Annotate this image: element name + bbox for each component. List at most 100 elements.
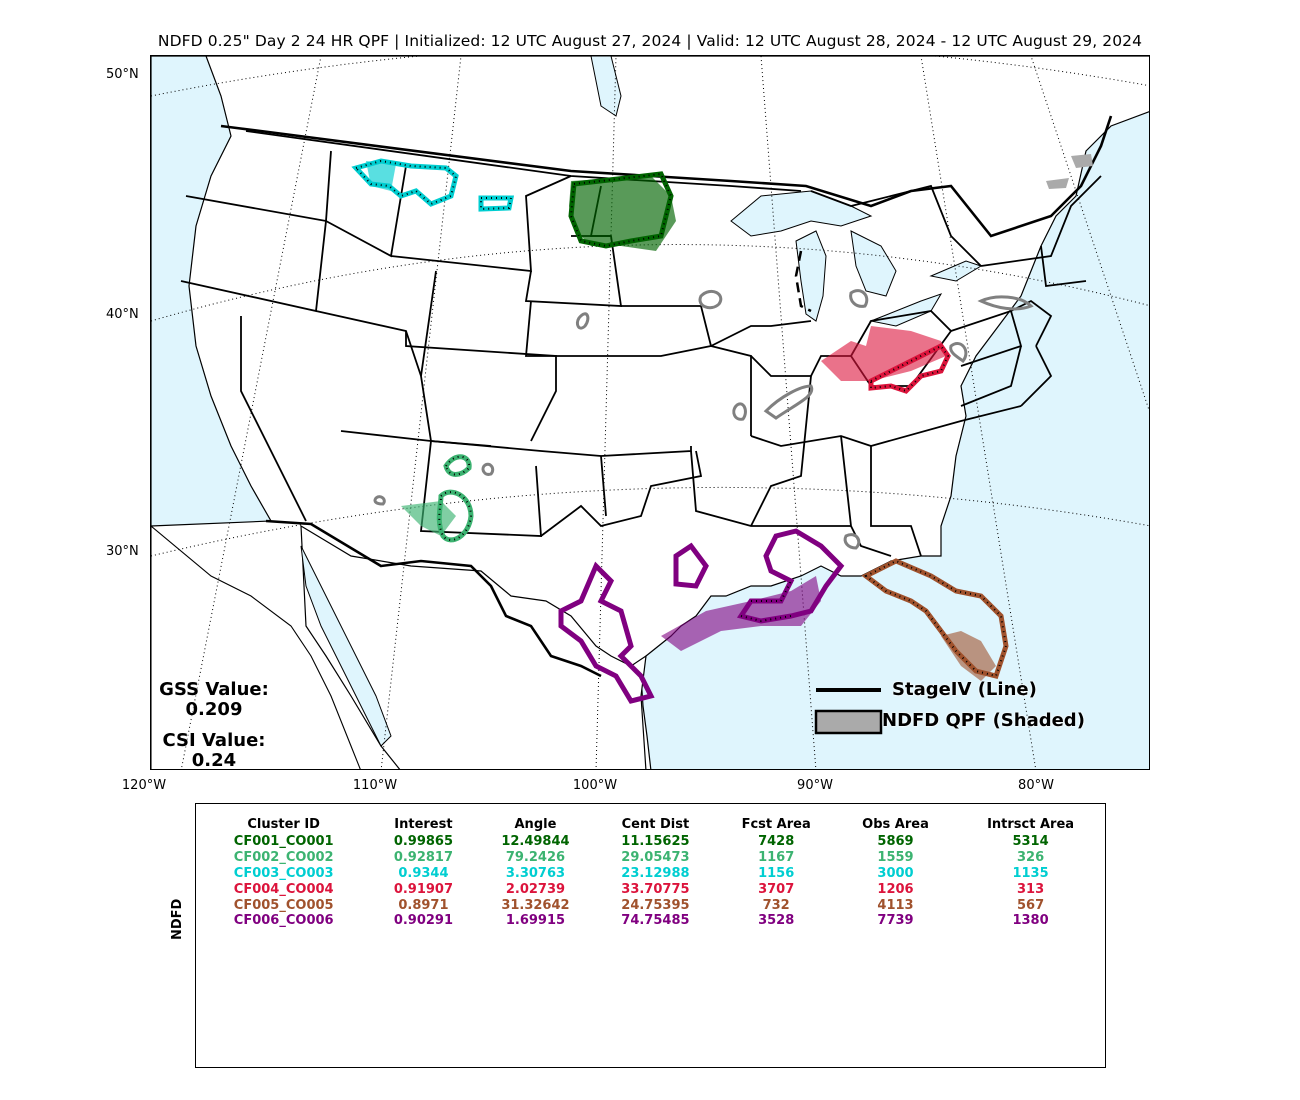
- unmatched-fcst-shade-2: [1046, 178, 1069, 189]
- table-cell: 1135: [1012, 865, 1049, 881]
- lake-superior: [730, 190, 873, 237]
- cf001-obs-dots: [569, 172, 673, 248]
- table-cell: 79.2426: [505, 850, 566, 866]
- stats-body: CF001_CO001 0.99865 12.49844 11.15625 7428 58…: [196, 834, 1107, 929]
- stats-table: Cluster ID Interest Angle Cent Dist Fcst…: [196, 814, 1107, 929]
- lon-label-120: 120°W: [121, 778, 167, 793]
- unmatched-fcst-shade: [1071, 154, 1093, 168]
- table-row: CF003_CO003 0.9344 3.30763 23.12988 1156 3000…: [196, 866, 1107, 882]
- map-canvas: [151, 56, 1149, 769]
- table-cell: 5869: [877, 834, 914, 850]
- table-cell: CF005_CO005: [233, 897, 334, 913]
- table-cell: 5314: [1012, 834, 1049, 850]
- cf001-fcst-shade: [569, 176, 676, 251]
- table-cell: 7428: [758, 834, 795, 850]
- table-row: CF006_CO006 0.90291 1.69915 74.75485 3528 773…: [196, 913, 1107, 929]
- cf004-obs-contour: [868, 342, 951, 394]
- header-intrsct-area: Intrsct Area: [987, 816, 1075, 832]
- lat-label-40: 40°N: [106, 307, 139, 322]
- table-cell: CF001_CO001: [233, 834, 334, 850]
- pacific-ocean: [151, 56, 273, 527]
- table-cell: 1156: [758, 865, 795, 881]
- table-cell: 732: [762, 897, 790, 913]
- table-cell: CF002_CO002: [233, 850, 334, 866]
- chart-title: NDFD 0.25" Day 2 24 HR QPF | Initialized…: [157, 32, 1143, 50]
- table-cell: 313: [1016, 881, 1045, 897]
- table-row: CF005_CO005 0.8971 31.32642 24.75395 732 4113…: [196, 897, 1107, 913]
- table-cell: 1206: [877, 881, 914, 897]
- unmatched-obs-contours: [373, 289, 1034, 550]
- table-row: CF001_CO001 0.99865 12.49844 11.15625 7428 58…: [196, 834, 1107, 850]
- table-row: CF004_CO004 0.91907 2.02739 33.70775 3707 120…: [196, 881, 1107, 897]
- table-cell: 3000: [877, 865, 914, 881]
- table-cell: 0.90291: [393, 913, 454, 929]
- stats-table-panel: Cluster ID Interest Angle Cent Dist Fcst…: [195, 803, 1106, 1068]
- cf005-fcst-shade: [941, 631, 996, 681]
- header-fcst-area: Fcst Area: [741, 816, 811, 832]
- table-cell: 326: [1016, 850, 1045, 866]
- graticule: [151, 56, 1149, 769]
- cf005-obs-contour: [861, 558, 1009, 679]
- lake-huron: [850, 230, 897, 297]
- cf006-obs-dots: [740, 580, 792, 623]
- cf003-obs-dots: [354, 159, 513, 211]
- legend-shade-swatch: [814, 709, 883, 735]
- gss-label: GSS Value:: [159, 679, 269, 700]
- table-cell: 1.69915: [505, 913, 566, 929]
- header-interest: Interest: [394, 816, 453, 832]
- table-cell: 1167: [758, 850, 795, 866]
- table-cell: 0.99865: [393, 834, 454, 850]
- table-cell: 1380: [1012, 913, 1049, 929]
- baja-california: [151, 525, 361, 769]
- table-cell: 2.02739: [505, 881, 566, 897]
- cf004-fcst-shade: [821, 326, 946, 381]
- table-cell: 4113: [877, 897, 914, 913]
- lon-label-100: 100°W: [572, 778, 618, 793]
- table-cell: 3528: [758, 913, 795, 929]
- cf002-obs-dots: [438, 455, 473, 541]
- us-mexico-border: [265, 519, 602, 678]
- table-cell: 31.32642: [501, 897, 570, 913]
- lat-label-30: 30°N: [106, 544, 139, 559]
- stats-header-row: Cluster ID Interest Angle Cent Dist Fcst…: [196, 814, 1107, 834]
- header-obs-area: Obs Area: [862, 816, 929, 832]
- us-canada-border: [220, 115, 1113, 238]
- table-cell: 12.49844: [501, 834, 570, 850]
- table-cell: CF006_CO006: [233, 913, 334, 929]
- table-cell: 33.70775: [621, 881, 690, 897]
- header-cluster-id: Cluster ID: [247, 816, 320, 832]
- legend-shaded-label: NDFD QPF (Shaded): [882, 710, 1085, 731]
- csi-label: CSI Value:: [162, 730, 266, 751]
- table-cell: 1559: [877, 850, 914, 866]
- lake-winnipeg: [590, 56, 622, 117]
- obs-michigan-dashed: [794, 250, 812, 313]
- table-cell: 567: [1016, 897, 1045, 913]
- lon-label-80: 80°W: [1018, 778, 1054, 793]
- table-cell: 3707: [758, 881, 795, 897]
- stats-side-label: NDFD: [170, 898, 185, 940]
- table-cell: 0.91907: [393, 881, 454, 897]
- table-cell: 24.75395: [621, 897, 690, 913]
- csi-value: 0.24: [191, 750, 237, 771]
- header-cent-dist: Cent Dist: [621, 816, 690, 832]
- table-cell: CF003_CO003: [233, 865, 334, 881]
- lon-label-90: 90°W: [797, 778, 833, 793]
- table-cell: 7739: [877, 913, 914, 929]
- table-cell: 0.8971: [398, 897, 449, 913]
- header-angle: Angle: [514, 816, 557, 832]
- legend-line-label: StageIV (Line): [892, 679, 1037, 700]
- table-cell: 23.12988: [621, 865, 690, 881]
- table-cell: 0.92817: [393, 850, 454, 866]
- map-panel: [150, 55, 1150, 770]
- table-cell: 29.05473: [621, 850, 690, 866]
- lon-label-110: 110°W: [352, 778, 398, 793]
- table-cell: 74.75485: [621, 913, 690, 929]
- table-cell: 3.30763: [505, 865, 566, 881]
- gss-value: 0.209: [185, 699, 243, 720]
- table-cell: 11.15625: [621, 834, 690, 850]
- table-row: CF002_CO002 0.92817 79.2426 29.05473 1167 155…: [196, 850, 1107, 866]
- lat-label-50: 50°N: [106, 67, 139, 82]
- table-cell: CF004_CO004: [233, 881, 334, 897]
- gulf-of-california: [300, 545, 392, 747]
- lake-michigan: [795, 230, 827, 322]
